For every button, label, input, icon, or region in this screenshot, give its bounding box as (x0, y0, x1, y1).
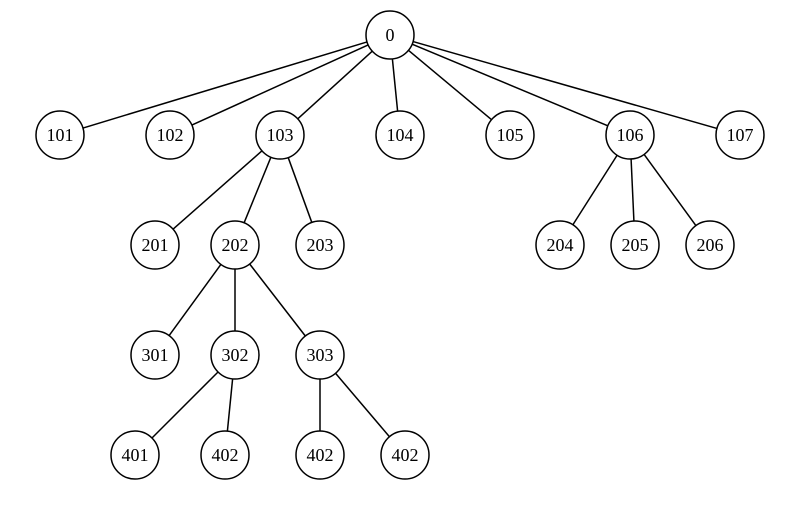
tree-node: 301 (131, 331, 179, 379)
tree-node-label: 106 (617, 125, 644, 145)
tree-node-label: 204 (547, 235, 574, 255)
tree-edge (227, 379, 232, 431)
tree-node: 104 (376, 111, 424, 159)
tree-node-label: 107 (727, 125, 754, 145)
tree-edge (192, 45, 368, 125)
tree-node-label: 402 (307, 445, 334, 465)
tree-edge (412, 44, 608, 126)
tree-edge (392, 59, 397, 111)
tree-node: 204 (536, 221, 584, 269)
tree-node-label: 205 (622, 235, 649, 255)
tree-node: 402 (296, 431, 344, 479)
tree-node-label: 202 (222, 235, 249, 255)
tree-diagram: 0 101 102 103 104 105 106 107 201 202 203 204 205 206… (0, 0, 800, 505)
tree-node-label: 101 (47, 125, 74, 145)
tree-node-label: 0 (386, 25, 395, 45)
tree-node-label: 103 (267, 125, 294, 145)
tree-node-label: 201 (142, 235, 169, 255)
tree-node: 107 (716, 111, 764, 159)
tree-node-label: 203 (307, 235, 334, 255)
tree-node: 303 (296, 331, 344, 379)
tree-node: 401 (111, 431, 159, 479)
tree-node: 203 (296, 221, 344, 269)
tree-node-label: 104 (387, 125, 414, 145)
tree-node: 402 (381, 431, 429, 479)
tree-node-label: 402 (392, 445, 419, 465)
tree-node: 105 (486, 111, 534, 159)
tree-node: 205 (611, 221, 659, 269)
tree-node-label: 402 (212, 445, 239, 465)
tree-node-label: 301 (142, 345, 169, 365)
tree-edge (336, 373, 390, 436)
tree-edge (250, 264, 306, 336)
tree-edge (644, 154, 696, 225)
tree-edge (298, 51, 372, 119)
tree-node-label: 302 (222, 345, 249, 365)
tree-edge (288, 158, 312, 223)
tree-node: 302 (211, 331, 259, 379)
tree-node: 206 (686, 221, 734, 269)
tree-node: 0 (366, 11, 414, 59)
tree-node-label: 206 (697, 235, 724, 255)
tree-node: 102 (146, 111, 194, 159)
tree-node: 402 (201, 431, 249, 479)
tree-node-label: 303 (307, 345, 334, 365)
tree-edge (173, 151, 262, 229)
tree-edge (631, 159, 634, 221)
tree-node: 103 (256, 111, 304, 159)
tree-edge (83, 42, 367, 128)
tree-edge (573, 155, 617, 225)
tree-node: 202 (211, 221, 259, 269)
tree-node-label: 105 (497, 125, 524, 145)
tree-node-label: 401 (122, 445, 149, 465)
tree-edge (169, 264, 221, 335)
tree-edge (413, 42, 717, 129)
tree-edge (244, 157, 271, 223)
tree-node: 101 (36, 111, 84, 159)
tree-edge (152, 372, 218, 438)
tree-node-label: 102 (157, 125, 184, 145)
tree-node: 201 (131, 221, 179, 269)
tree-node: 106 (606, 111, 654, 159)
